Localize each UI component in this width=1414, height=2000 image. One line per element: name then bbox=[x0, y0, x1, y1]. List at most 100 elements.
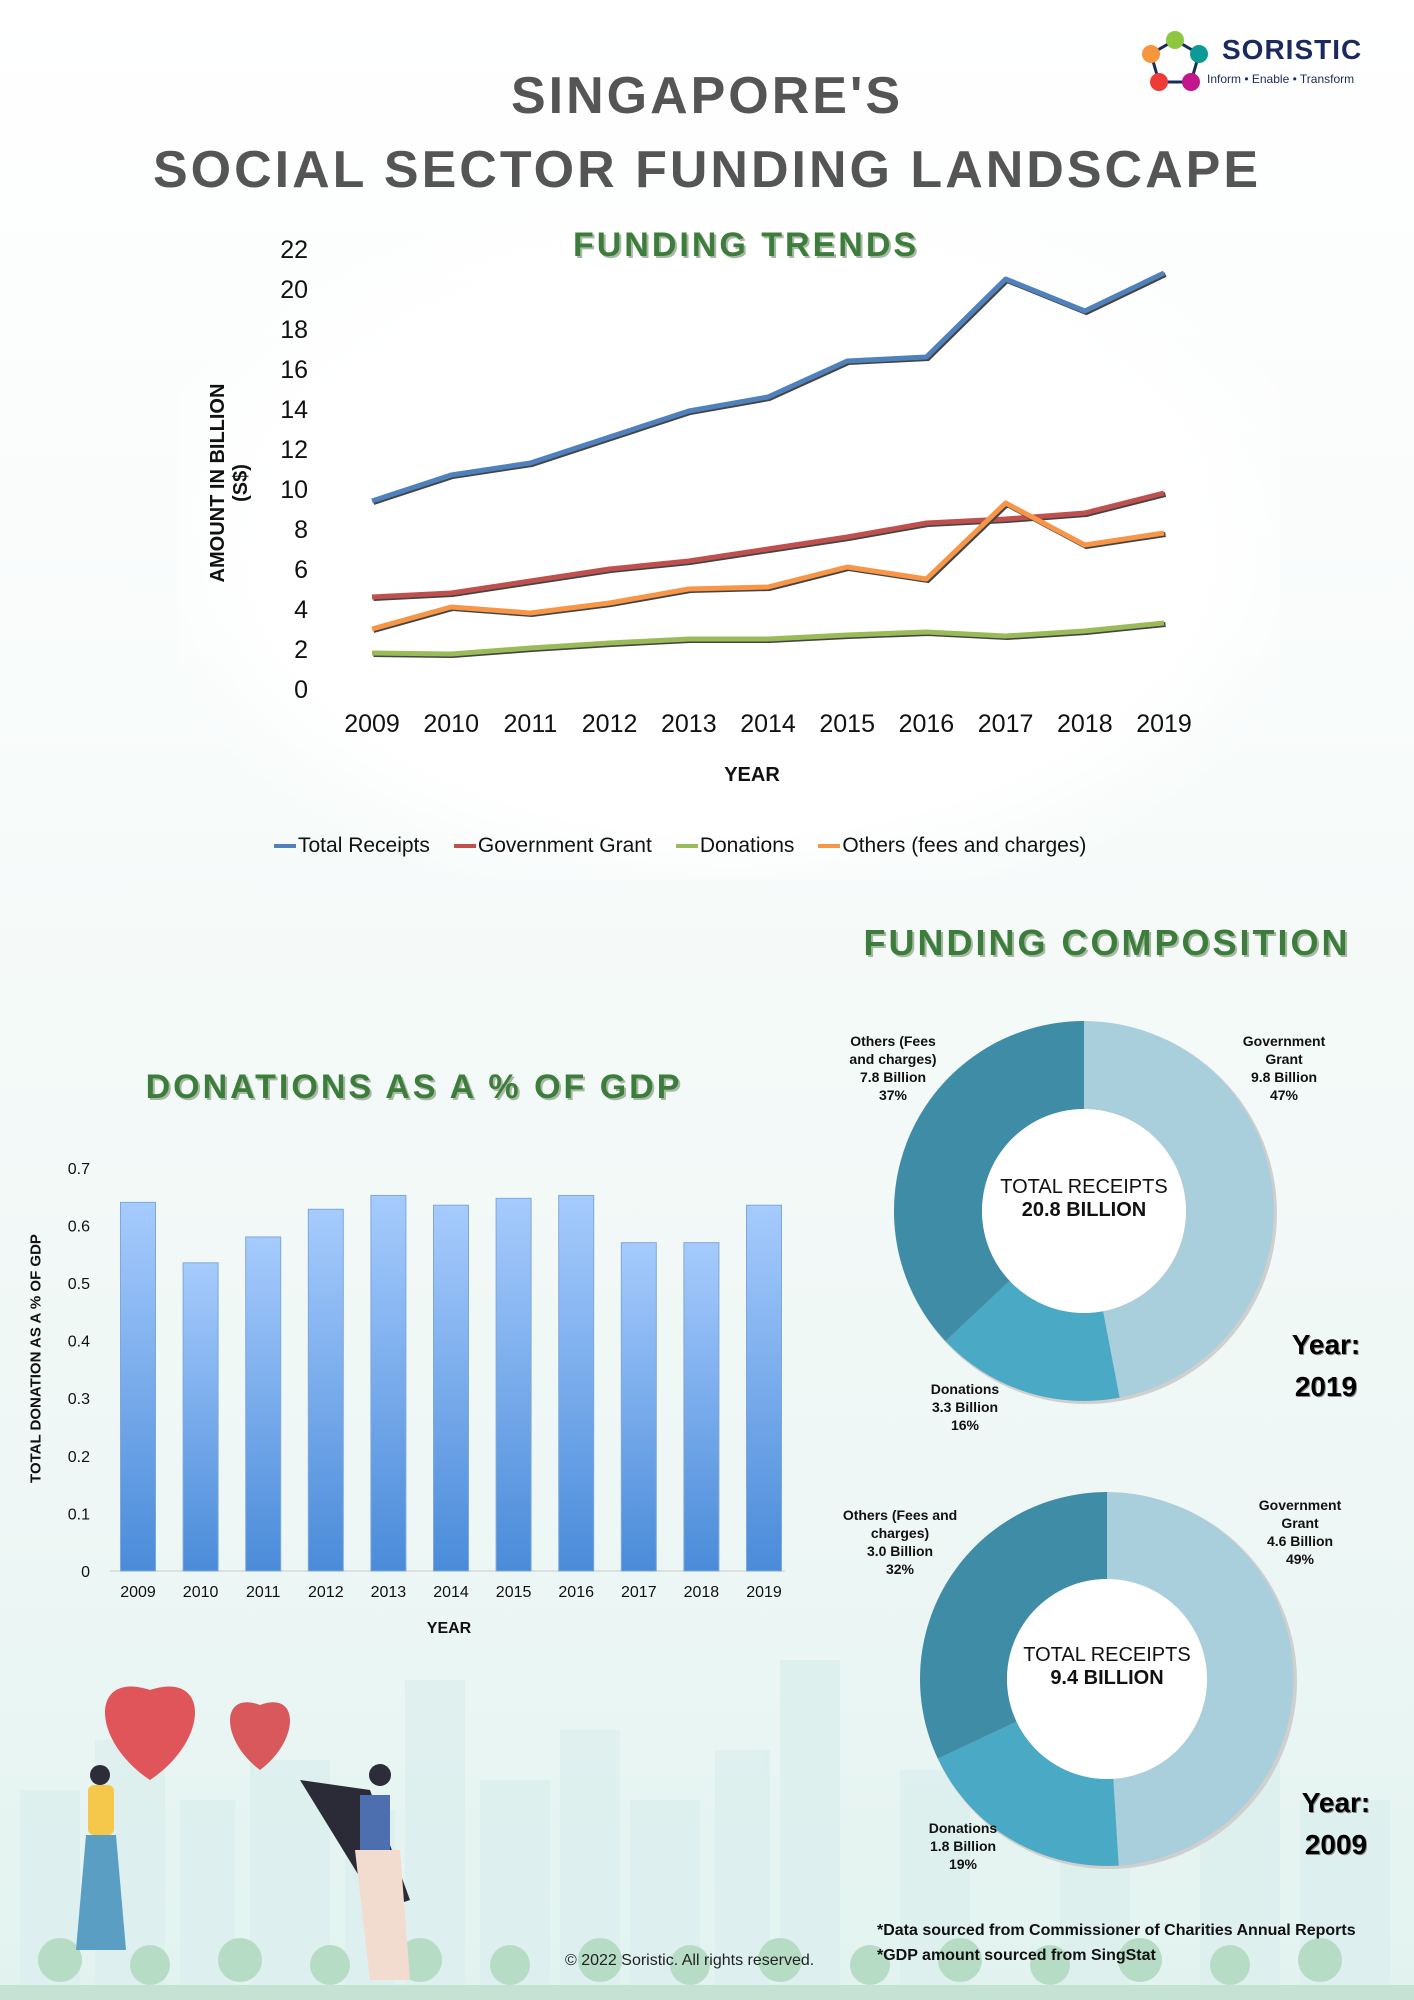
y-tick-label: 0.4 bbox=[68, 1334, 90, 1351]
legend-swatch bbox=[274, 844, 296, 848]
x-tick-label: 2011 bbox=[504, 710, 558, 738]
label-line: Grant bbox=[1281, 1515, 1319, 1531]
footnote-gdp-source: *GDP amount sourced from SingStat bbox=[877, 1947, 1156, 1964]
y-tick-label: 2 bbox=[294, 636, 308, 664]
year-label: Year: bbox=[1301, 1787, 1371, 1818]
x-tick-label: 2014 bbox=[740, 710, 796, 738]
donut-2019-year: Year: 2019 bbox=[1256, 1324, 1396, 1408]
y-tick-label: 4 bbox=[294, 596, 308, 624]
bar-2010 bbox=[182, 1262, 219, 1572]
donut-2019-slice-government-grant bbox=[1084, 1021, 1274, 1398]
bar-2018 bbox=[683, 1242, 720, 1572]
label-percent: 32% bbox=[885, 1561, 915, 1577]
series-line-total-receipts bbox=[371, 270, 1166, 504]
bar-2011 bbox=[245, 1236, 282, 1572]
footnote-data-source: *Data sourced from Commissioner of Chari… bbox=[877, 1922, 1356, 1939]
label-line: Donations bbox=[928, 1820, 998, 1836]
year-label: Year: bbox=[1291, 1329, 1361, 1360]
label-amount: 3.3 Billion bbox=[931, 1399, 999, 1415]
donut-2019-label-gov: Government Grant 9.8 Billion 47% bbox=[1209, 1032, 1359, 1104]
donut-2009-center-label: TOTAL RECEIPTS bbox=[1023, 1644, 1191, 1666]
x-tick-label: 2018 bbox=[684, 1584, 720, 1601]
funding-trends-line-chart: 0 2 4 6 8 10 12 14 16 18 20 22 2009 2010 2011 2012 2013 2… bbox=[280, 236, 1192, 738]
x-tick-label: 2016 bbox=[899, 710, 955, 738]
donut-2009-center: TOTAL RECEIPTS 9.4 BILLION bbox=[1007, 1644, 1207, 1690]
label-amount: 9.8 Billion bbox=[1250, 1069, 1318, 1085]
line-chart-legend: Total Receipts Government Grant Donations O… bbox=[274, 834, 1086, 858]
x-tick-label: 2017 bbox=[621, 1584, 657, 1601]
donut-2009-center-value: 9.4 BILLION bbox=[1050, 1667, 1164, 1689]
x-tick-label: 2019 bbox=[746, 1584, 782, 1601]
label-percent: 19% bbox=[948, 1856, 978, 1872]
x-tick-label: 2013 bbox=[371, 1584, 407, 1601]
y-tick-label: 0.2 bbox=[68, 1449, 90, 1466]
y-tick-label: 0 bbox=[294, 676, 308, 704]
bar-2014 bbox=[433, 1204, 469, 1572]
donut-2019-slice-donations bbox=[945, 1280, 1120, 1401]
line-chart-x-axis-label: YEAR bbox=[724, 764, 780, 786]
y-tick-label: 16 bbox=[280, 356, 308, 384]
donut-2009-label-donations: Donations 1.8 Billion 19% bbox=[888, 1819, 1038, 1873]
bar-2009 bbox=[120, 1201, 156, 1572]
logo-name: SORISTIC bbox=[1222, 34, 1363, 65]
donut-hole bbox=[982, 1109, 1186, 1313]
year-value: 2009 bbox=[1304, 1829, 1368, 1860]
legend-swatch bbox=[453, 844, 476, 848]
label-amount: 4.6 Billion bbox=[1266, 1533, 1334, 1549]
year-value: 2019 bbox=[1294, 1371, 1358, 1402]
funding-composition-title: FUNDING COMPOSITION bbox=[863, 922, 1351, 963]
y-tick-label: 0 bbox=[81, 1564, 90, 1581]
copyright: © 2022 Soristic. All rights reserved. bbox=[565, 1952, 815, 1969]
donations-gdp-bar-chart: 0 0.1 0.2 0.3 0.4 0.5 0.6 0.7 2009 2010 2011 2012 20… bbox=[68, 1161, 785, 1601]
y-tick-label: 14 bbox=[280, 396, 308, 424]
y-tick-label: 0.7 bbox=[68, 1161, 90, 1178]
label-line: Others (Fees and bbox=[842, 1507, 958, 1523]
x-tick-label: 2010 bbox=[183, 1584, 219, 1601]
legend-item: Donations bbox=[675, 834, 795, 858]
legend-label: Government Grant bbox=[477, 834, 652, 857]
donut-2019-label-donations: Donations 3.3 Billion 16% bbox=[890, 1380, 1040, 1434]
legend-item: Others (fees and charges) bbox=[818, 834, 1086, 858]
label-line: Government bbox=[1242, 1033, 1326, 1049]
y-tick-label: 0.6 bbox=[68, 1218, 90, 1235]
page-title-line2: SOCIAL SECTOR FUNDING LANDSCAPE bbox=[152, 141, 1262, 199]
legend-swatch bbox=[675, 844, 698, 848]
x-tick-label: 2015 bbox=[819, 710, 875, 738]
label-line: charges) bbox=[870, 1525, 930, 1541]
donations-gdp-title: DONATIONS AS A % OF GDP bbox=[145, 1068, 683, 1106]
donut-2019-center: TOTAL RECEIPTS 20.8 BILLION bbox=[984, 1176, 1184, 1222]
legend-swatch bbox=[818, 844, 841, 848]
bar-2019 bbox=[746, 1204, 782, 1572]
series-line-donations bbox=[371, 620, 1165, 657]
soristic-logo: SORISTIC Inform • Enable • Transform bbox=[1141, 30, 1391, 94]
x-tick-label: 2017 bbox=[978, 710, 1034, 738]
legend-label: Donations bbox=[699, 834, 795, 857]
label-percent: 37% bbox=[878, 1087, 908, 1103]
donut-2019-center-label: TOTAL RECEIPTS bbox=[1000, 1176, 1168, 1198]
y-tick-label: 10 bbox=[280, 476, 308, 504]
legend-item: Government Grant bbox=[453, 834, 652, 858]
x-tick-label: 2014 bbox=[433, 1584, 469, 1601]
bar-chart-x-axis-label: YEAR bbox=[426, 1620, 472, 1637]
people-holding-hearts-illustration bbox=[76, 1686, 410, 1980]
bar-2013 bbox=[370, 1194, 407, 1572]
x-tick-label: 2015 bbox=[496, 1584, 532, 1601]
label-amount: 1.8 Billion bbox=[929, 1838, 997, 1854]
donut-2009-slice-donations bbox=[937, 1721, 1119, 1866]
x-tick-label: 2012 bbox=[308, 1584, 344, 1601]
bar-2017 bbox=[620, 1242, 657, 1572]
y-tick-label: 22 bbox=[280, 236, 308, 264]
legend-label: Others (fees and charges) bbox=[842, 834, 1087, 857]
y-tick-label: 6 bbox=[294, 556, 308, 584]
heart-icon bbox=[230, 1702, 290, 1770]
x-tick-label: 2019 bbox=[1136, 710, 1192, 738]
donut-2009-label-gov: Government Grant 4.6 Billion 49% bbox=[1225, 1496, 1375, 1568]
y-tick-label: 0.1 bbox=[68, 1506, 90, 1523]
donut-2009-slice-government-grant bbox=[1107, 1492, 1294, 1866]
y-tick-label: 18 bbox=[280, 316, 308, 344]
legend-item: Total Receipts bbox=[274, 834, 430, 858]
y-tick-label: 12 bbox=[280, 436, 308, 464]
label-line: Government bbox=[1258, 1497, 1342, 1513]
y-tick-label: 0.3 bbox=[68, 1391, 90, 1408]
